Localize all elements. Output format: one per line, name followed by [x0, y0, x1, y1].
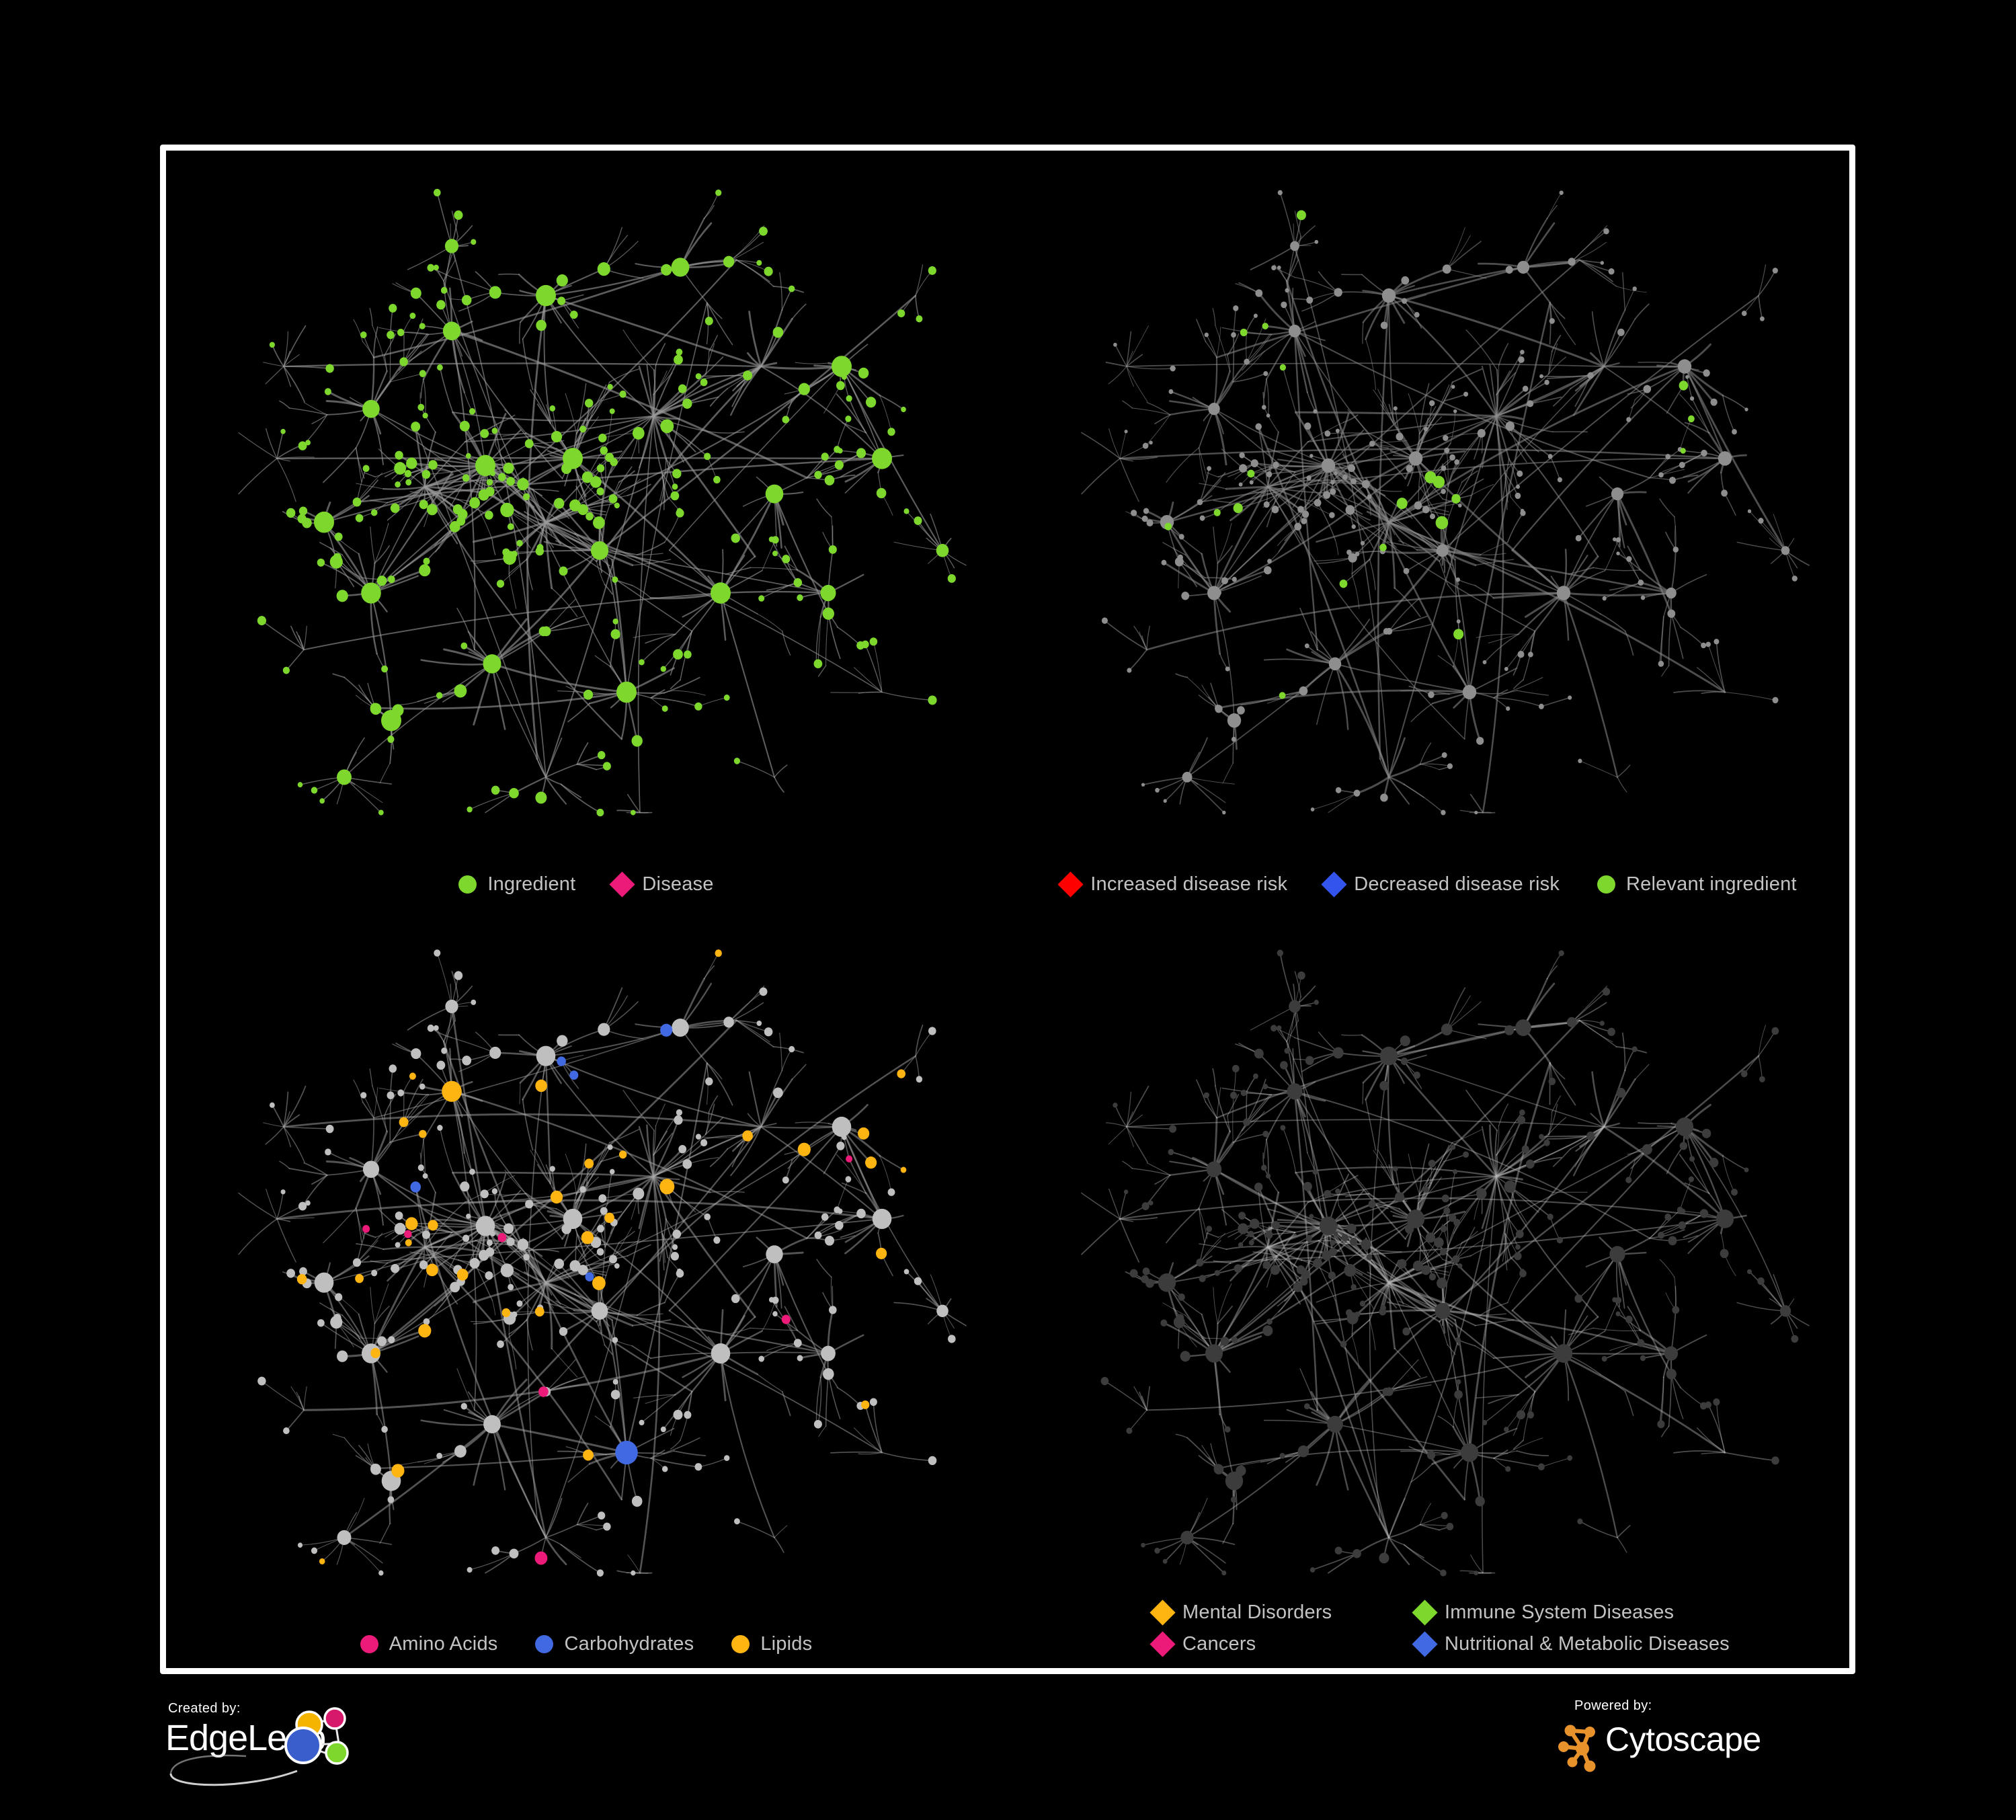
cytoscape-wordmark: Cytoscape: [1605, 1720, 1761, 1758]
diamond-swatch-icon: [1321, 871, 1347, 898]
diamond-swatch-icon: [1057, 871, 1084, 898]
cytoscape-logo-icon: [1558, 1725, 1596, 1772]
circle-swatch-icon: [1597, 875, 1616, 894]
legend-item-label: Mental Disorders: [1182, 1601, 1332, 1623]
legend-panel-1: Ingredient Disease: [169, 871, 1003, 898]
circle-swatch-icon: [535, 1635, 554, 1653]
circle-swatch-icon: [731, 1635, 750, 1653]
legend-item-increased-risk[interactable]: Increased disease risk: [1057, 871, 1288, 898]
legend-item-immune-system-diseases[interactable]: Immune System Diseases: [1412, 1599, 1674, 1626]
legend-panel-4: Mental Disorders Immune System Diseases …: [1012, 1599, 1846, 1657]
legend-item-label: Decreased disease risk: [1354, 873, 1560, 895]
network-graph-disease-classes: [1012, 914, 1846, 1665]
legend-panel-2: Increased disease risk Decreased disease…: [1012, 871, 1846, 898]
legend-item-label: Cancers: [1182, 1633, 1256, 1655]
legend-item-label: Amino Acids: [389, 1633, 498, 1655]
footer: Created by: EdgeLeap Powered by: Cytosca…: [160, 1689, 1855, 1803]
legend-item-nutritional-metabolic-diseases[interactable]: Nutritional & Metabolic Diseases: [1412, 1631, 1730, 1657]
diamond-swatch-icon: [1150, 1631, 1176, 1657]
powered-by-label: Powered by:: [1574, 1698, 1652, 1713]
legend-item-disease[interactable]: Disease: [609, 871, 714, 898]
panel-disease-classes[interactable]: Mental Disorders Immune System Diseases …: [1012, 914, 1846, 1665]
edgeleap-logo-icon: [169, 1707, 349, 1786]
legend-item-carbohydrates[interactable]: Carbohydrates: [535, 1633, 694, 1655]
edgeleap-branding[interactable]: Created by: EdgeLeap: [165, 1701, 387, 1788]
legend-item-label: Lipids: [760, 1633, 813, 1655]
legend-panel-3: Amino Acids Carbohydrates Lipids: [169, 1633, 1003, 1655]
cytoscape-branding[interactable]: Powered by: Cytoscape: [1553, 1698, 1835, 1786]
diamond-swatch-icon: [1412, 1631, 1438, 1657]
panel-nutrient-classes[interactable]: Amino Acids Carbohydrates Lipids: [169, 914, 1003, 1665]
network-graph-disease-risk: [1012, 154, 1846, 905]
legend-item-label: Relevant ingredient: [1626, 873, 1797, 895]
network-graph-ingredient-disease: [169, 154, 1003, 905]
legend-item-mental-disorders[interactable]: Mental Disorders: [1150, 1599, 1402, 1626]
legend-item-label: Nutritional & Metabolic Diseases: [1445, 1633, 1730, 1655]
legend-item-label: Carbohydrates: [564, 1633, 694, 1655]
panel-grid: Ingredient Disease Increased disease ris…: [160, 145, 1855, 1674]
legend-item-label: Ingredient: [487, 873, 576, 895]
diamond-swatch-icon: [609, 871, 635, 898]
panel-ingredient-disease[interactable]: Ingredient Disease: [169, 154, 1003, 905]
legend-item-cancers[interactable]: Cancers: [1150, 1631, 1402, 1657]
created-by-label: Created by:: [168, 1701, 241, 1716]
network-graph-nutrient-classes: [169, 914, 1003, 1665]
diamond-swatch-icon: [1412, 1599, 1438, 1626]
legend-item-decreased-risk[interactable]: Decreased disease risk: [1321, 871, 1560, 898]
panel-disease-risk[interactable]: Increased disease risk Decreased disease…: [1012, 154, 1846, 905]
legend-item-label: Immune System Diseases: [1445, 1601, 1675, 1623]
legend-item-relevant-ingredient[interactable]: Relevant ingredient: [1597, 873, 1797, 896]
legend-item-lipids[interactable]: Lipids: [731, 1633, 812, 1655]
diamond-swatch-icon: [1150, 1599, 1176, 1626]
legend-item-ingredient[interactable]: Ingredient: [458, 873, 575, 896]
legend-item-label: Disease: [642, 873, 714, 895]
legend-item-label: Increased disease risk: [1090, 873, 1288, 895]
legend-item-amino-acids[interactable]: Amino Acids: [360, 1633, 498, 1655]
circle-swatch-icon: [458, 875, 477, 894]
circle-swatch-icon: [360, 1635, 378, 1653]
